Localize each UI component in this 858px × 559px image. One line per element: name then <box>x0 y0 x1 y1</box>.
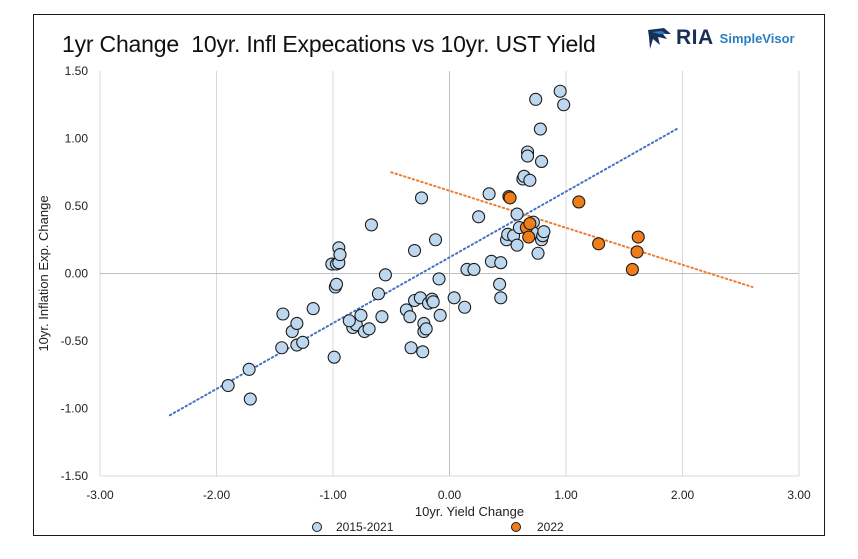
y-tick-label: 1.00 <box>65 132 89 146</box>
chart-frame: -3.00 -2.00 -1.00 0.00 1.00 2.00 3.00 1.50 1.00 0… <box>33 14 825 536</box>
axes <box>100 71 799 477</box>
point-2022 <box>523 217 537 231</box>
y-axis-label: 10yr. Inflation Exp. Change <box>36 195 51 351</box>
chart-title: 1yr Change 10yr. Infl Expecations vs 10y… <box>62 31 596 57</box>
point-2015-2021 <box>494 291 508 305</box>
trendlines <box>168 128 754 417</box>
point-2015-2021 <box>433 308 447 322</box>
x-tick-label: 2.00 <box>671 488 695 502</box>
point-2015-2021 <box>416 345 430 359</box>
point-2015-2021 <box>333 248 347 262</box>
point-2015-2021 <box>404 341 418 355</box>
point-2022 <box>522 230 536 244</box>
x-tick-label: -3.00 <box>86 488 114 502</box>
point-2015-2021 <box>537 225 551 239</box>
point-2015-2021 <box>327 350 341 364</box>
x-tick-label: 0.00 <box>438 488 462 502</box>
point-2022 <box>625 262 639 276</box>
point-2015-2021 <box>428 233 443 247</box>
logo-text-ria: RIA <box>676 26 714 49</box>
point-2015-2021 <box>447 291 461 305</box>
y-tick-label: -1.00 <box>61 402 89 416</box>
x-tick-label: -1.00 <box>319 488 347 502</box>
point-2015-2021 <box>533 122 547 136</box>
point-2015-2021 <box>306 302 320 316</box>
point-2015-2021 <box>531 246 545 260</box>
y-tick-label: 0.00 <box>65 267 89 281</box>
x-tick-label: 1.00 <box>554 488 578 502</box>
point-2015-2021 <box>276 307 290 321</box>
point-2015-2021 <box>510 238 524 252</box>
tick-labels: -3.00 -2.00 -1.00 0.00 1.00 2.00 3.00 1.50 1.00 0… <box>61 64 811 502</box>
trendline-2015-2021 <box>168 128 678 417</box>
point-2015-2021 <box>243 392 257 406</box>
ria-simplevisor-logo: RIA SimpleVisor <box>646 23 795 53</box>
point-2015-2021 <box>375 310 389 324</box>
point-2015-2021 <box>419 322 433 336</box>
y-tick-label: 0.50 <box>65 199 89 213</box>
point-2015-2021 <box>403 310 417 324</box>
point-2015-2021 <box>342 314 356 328</box>
point-2015-2021 <box>458 300 472 314</box>
point-2015-2021 <box>296 335 310 349</box>
y-tick-label: -0.50 <box>61 334 89 348</box>
point-2015-2021 <box>221 378 235 393</box>
trendline-2022 <box>390 171 754 288</box>
scatter-plot: -3.00 -2.00 -1.00 0.00 1.00 2.00 3.00 1.50 1.00 0… <box>36 64 811 534</box>
point-2015-2021 <box>378 268 392 282</box>
point-2015-2021 <box>521 149 535 163</box>
point-2015-2021 <box>467 262 481 276</box>
point-2022 <box>630 245 644 259</box>
x-tick-label: -2.00 <box>203 488 231 502</box>
x-axis-label: 10yr. Yield Change <box>415 504 524 519</box>
point-2015-2021 <box>472 210 486 224</box>
point-2022 <box>592 237 606 251</box>
point-2015-2021 <box>364 218 378 232</box>
point-2015-2021 <box>529 92 543 106</box>
point-2015-2021 <box>493 277 507 291</box>
point-2015-2021 <box>290 316 304 331</box>
point-2015-2021 <box>523 173 537 187</box>
point-2022 <box>572 195 586 209</box>
x-tick-label: 3.00 <box>787 488 811 502</box>
legend-label-2015-2021: 2015-2021 <box>336 520 394 534</box>
point-2015-2021 <box>329 277 344 291</box>
point-2015-2021 <box>354 308 368 322</box>
legend-marker-2022 <box>511 522 521 532</box>
point-2015-2021 <box>371 287 385 301</box>
point-2015-2021 <box>494 256 508 270</box>
point-2015-2021 <box>242 362 256 376</box>
point-2015-2021 <box>275 341 289 355</box>
point-2015-2021 <box>362 322 376 336</box>
logo-text-simplevisor: SimpleVisor <box>719 30 795 46</box>
y-tick-label: -1.50 <box>61 469 89 483</box>
point-2015-2021 <box>482 187 496 201</box>
point-2015-2021 <box>426 295 440 309</box>
point-2015-2021 <box>432 272 446 286</box>
point-2015-2021 <box>553 84 567 98</box>
legend-label-2022: 2022 <box>537 520 564 534</box>
point-2022 <box>631 230 645 244</box>
y-tick-label: 1.50 <box>65 64 89 78</box>
point-2015-2021 <box>534 154 549 168</box>
legend-marker-2015-2021 <box>312 522 322 532</box>
point-2015-2021 <box>407 244 422 258</box>
point-2015-2021 <box>557 98 571 112</box>
point-2015-2021 <box>414 191 429 205</box>
data-points <box>221 84 645 406</box>
point-2015-2021 <box>510 207 524 221</box>
eagle-head-icon <box>648 28 671 49</box>
point-2022 <box>503 191 517 205</box>
legend: 2015-2021 2022 <box>312 520 564 534</box>
